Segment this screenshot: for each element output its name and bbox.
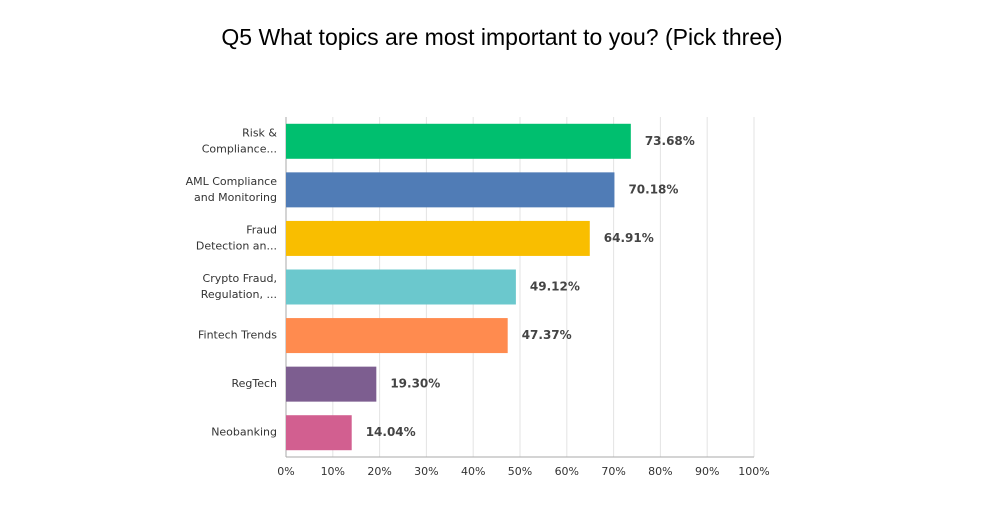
chart-title: Q5 What topics are most important to you… [221, 24, 782, 50]
y-tick-label: AML Compliance and Monitoring [186, 175, 278, 204]
y-tick-label: Fraud Detection an... [196, 223, 277, 252]
x-tick-label: 30% [414, 465, 438, 478]
bar [286, 220, 590, 256]
x-tick-label: 90% [695, 465, 719, 478]
bar [286, 269, 516, 305]
x-tick-label: 0% [277, 465, 294, 478]
value-label: 47.37% [522, 328, 572, 342]
x-tick-label: 40% [461, 465, 485, 478]
x-tick-label: 10% [321, 465, 345, 478]
x-tick-label: 100% [738, 465, 769, 478]
x-tick-label: 80% [648, 465, 672, 478]
y-tick-label: RegTech [231, 377, 277, 390]
y-tick-label: Neobanking [211, 426, 277, 439]
x-tick-label: 70% [601, 465, 625, 478]
y-tick-label: Risk & Compliance... [202, 126, 278, 155]
bar [286, 366, 377, 402]
bar [286, 318, 508, 354]
value-label: 73.68% [645, 134, 695, 148]
value-label: 49.12% [530, 280, 580, 294]
x-tick-label: 50% [508, 465, 532, 478]
value-label: 19.30% [390, 377, 440, 391]
bar [286, 415, 352, 451]
x-tick-label: 20% [367, 465, 391, 478]
x-tick-label: 60% [555, 465, 579, 478]
value-label: 14.04% [366, 425, 416, 439]
bar [286, 172, 615, 208]
y-tick-label: Crypto Fraud, Regulation, ... [201, 272, 277, 301]
value-label: 70.18% [628, 182, 678, 196]
value-label: 64.91% [604, 231, 654, 245]
y-tick-label: Fintech Trends [198, 329, 277, 342]
bar [286, 123, 631, 159]
